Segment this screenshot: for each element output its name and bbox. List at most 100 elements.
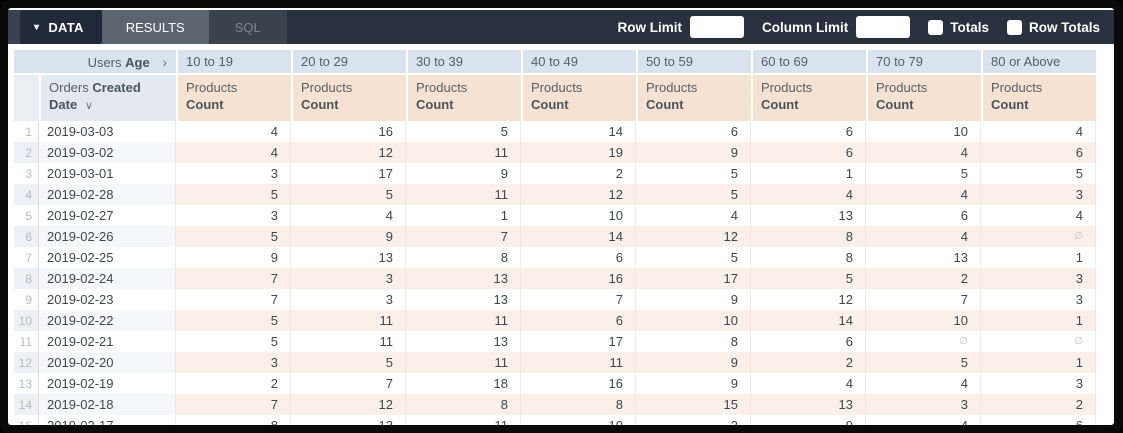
value-cell[interactable]: 6	[751, 121, 866, 142]
age-bucket-header[interactable]: 60 to 69	[751, 50, 866, 73]
value-cell[interactable]: 7	[291, 373, 406, 394]
value-cell[interactable]: 8	[176, 415, 291, 425]
value-cell[interactable]: 10	[636, 310, 751, 331]
value-cell[interactable]: 13	[406, 289, 521, 310]
value-cell[interactable]: 1	[981, 352, 1096, 373]
value-cell[interactable]: 1	[751, 163, 866, 184]
value-cell[interactable]: 2	[751, 352, 866, 373]
value-cell[interactable]: 5	[636, 184, 751, 205]
value-cell[interactable]: 5	[866, 352, 981, 373]
value-cell[interactable]: 18	[406, 373, 521, 394]
measure-header[interactable]: Products Count	[751, 73, 866, 121]
value-cell[interactable]: 13	[751, 205, 866, 226]
date-cell[interactable]: 2019-02-24	[39, 268, 176, 289]
value-cell[interactable]: 10	[521, 205, 636, 226]
measure-header[interactable]: Products Count	[291, 73, 406, 121]
value-cell[interactable]: 15	[636, 394, 751, 415]
value-cell[interactable]: 6	[751, 142, 866, 163]
date-cell[interactable]: 2019-02-25	[39, 247, 176, 268]
age-bucket-header[interactable]: 70 to 79	[866, 50, 981, 73]
value-cell[interactable]: 11	[406, 352, 521, 373]
value-cell[interactable]: 14	[521, 121, 636, 142]
value-cell[interactable]: 4	[291, 205, 406, 226]
date-cell[interactable]: 2019-02-23	[39, 289, 176, 310]
value-cell[interactable]: 5	[291, 184, 406, 205]
value-cell[interactable]: 17	[521, 331, 636, 352]
value-cell[interactable]: 9	[176, 247, 291, 268]
value-cell[interactable]: 11	[521, 352, 636, 373]
value-cell[interactable]: 9	[406, 163, 521, 184]
value-cell[interactable]: 3	[176, 352, 291, 373]
measure-header[interactable]: Products Count	[636, 73, 751, 121]
tab-data[interactable]: ▾ DATA	[20, 10, 102, 44]
value-cell[interactable]: 6	[866, 205, 981, 226]
value-cell[interactable]: 4	[866, 373, 981, 394]
value-cell[interactable]: 5	[176, 184, 291, 205]
measure-header[interactable]: Products Count	[866, 73, 981, 121]
value-cell[interactable]: 5	[981, 163, 1096, 184]
date-cell[interactable]: 2019-02-21	[39, 331, 176, 352]
column-limit-input[interactable]	[856, 16, 911, 38]
value-cell[interactable]: 4	[751, 184, 866, 205]
date-cell[interactable]: 2019-02-28	[39, 184, 176, 205]
value-cell[interactable]: 4	[751, 373, 866, 394]
value-cell[interactable]: 7	[176, 394, 291, 415]
value-cell[interactable]: 4	[866, 226, 981, 247]
value-cell[interactable]: 5	[291, 352, 406, 373]
date-cell[interactable]: 2019-02-22	[39, 310, 176, 331]
measure-header[interactable]: Products Count	[406, 73, 521, 121]
value-cell[interactable]: 5	[636, 163, 751, 184]
value-cell[interactable]: 12	[291, 394, 406, 415]
date-cell[interactable]: 2019-02-18	[39, 394, 176, 415]
value-cell[interactable]: 8	[636, 331, 751, 352]
value-cell[interactable]: 6	[636, 121, 751, 142]
value-cell[interactable]: 9	[636, 352, 751, 373]
age-bucket-header[interactable]: 50 to 59	[636, 50, 751, 73]
value-cell[interactable]: 5	[751, 268, 866, 289]
value-cell[interactable]: 4	[981, 205, 1096, 226]
value-cell[interactable]: 12	[636, 226, 751, 247]
value-cell[interactable]: 2	[866, 268, 981, 289]
value-cell[interactable]: 7	[406, 226, 521, 247]
value-cell[interactable]: ∅	[981, 226, 1096, 247]
totals-checkbox[interactable]	[928, 19, 944, 35]
value-cell[interactable]: 11	[291, 331, 406, 352]
date-cell[interactable]: 2019-02-17	[39, 415, 176, 425]
value-cell[interactable]: 19	[521, 142, 636, 163]
value-cell[interactable]: 14	[751, 310, 866, 331]
value-cell[interactable]: 7	[176, 268, 291, 289]
age-bucket-header[interactable]: 10 to 19	[176, 50, 291, 73]
value-cell[interactable]: 17	[291, 163, 406, 184]
value-cell[interactable]: 6	[751, 331, 866, 352]
tab-results[interactable]: RESULTS	[101, 10, 209, 44]
value-cell[interactable]: 9	[751, 415, 866, 425]
measure-header[interactable]: Products Count	[176, 73, 291, 121]
value-cell[interactable]: 5	[406, 121, 521, 142]
value-cell[interactable]: 11	[291, 310, 406, 331]
value-cell[interactable]: 2	[176, 373, 291, 394]
value-cell[interactable]: 9	[291, 226, 406, 247]
date-cell[interactable]: 2019-03-01	[39, 163, 176, 184]
value-cell[interactable]: 3	[176, 163, 291, 184]
value-cell[interactable]: 10	[866, 121, 981, 142]
value-cell[interactable]: 16	[521, 373, 636, 394]
row-limit-input[interactable]	[689, 16, 744, 38]
value-cell[interactable]: 4	[176, 121, 291, 142]
row-dimension-header[interactable]: Orders Created Date ∨	[39, 73, 176, 121]
value-cell[interactable]: 16	[291, 121, 406, 142]
date-cell[interactable]: 2019-02-26	[39, 226, 176, 247]
value-cell[interactable]: 8	[406, 394, 521, 415]
value-cell[interactable]: 4	[636, 205, 751, 226]
value-cell[interactable]: 9	[636, 289, 751, 310]
value-cell[interactable]: 3	[981, 184, 1096, 205]
value-cell[interactable]: 4	[866, 415, 981, 425]
value-cell[interactable]: 11	[406, 415, 521, 425]
value-cell[interactable]: 13	[406, 268, 521, 289]
value-cell[interactable]: 5	[176, 331, 291, 352]
value-cell[interactable]: 2	[981, 394, 1096, 415]
value-cell[interactable]: 3	[291, 289, 406, 310]
value-cell[interactable]: 12	[751, 289, 866, 310]
value-cell[interactable]: 6	[981, 415, 1096, 425]
value-cell[interactable]: 5	[176, 226, 291, 247]
value-cell[interactable]: 3	[291, 268, 406, 289]
